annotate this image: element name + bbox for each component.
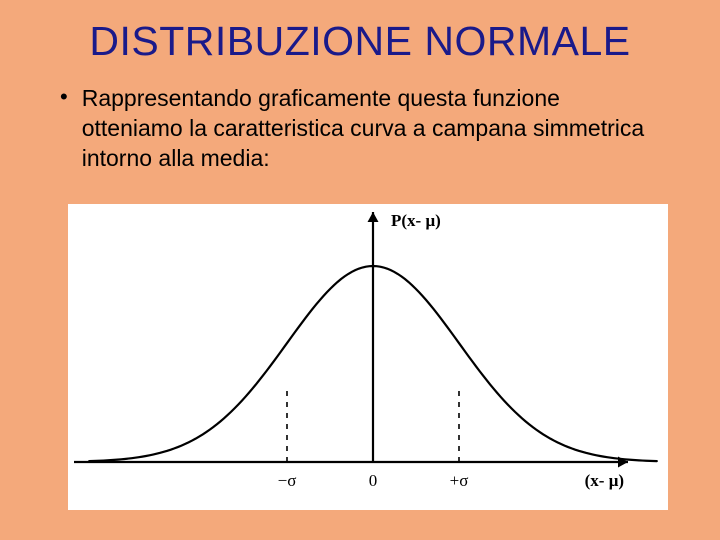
bullet-text: Rappresentando graficamente questa funzi… [82,83,650,173]
bell-curve-chart: −σ 0 +σ P(x- μ) (x- μ) [68,204,668,510]
x-tick-label: +σ [450,471,469,490]
page-title: DISTRIBUZIONE NORMALE [0,0,720,65]
bullet-item: • Rappresentando graficamente questa fun… [60,83,650,173]
x-tick-label: −σ [278,471,297,490]
x-axis-label: (x- μ) [585,471,624,490]
bullet-marker: • [60,83,68,111]
normal-distribution-figure: −σ 0 +σ P(x- μ) (x- μ) [68,204,668,510]
slide: DISTRIBUZIONE NORMALE • Rappresentando g… [0,0,720,540]
y-axis-label: P(x- μ) [391,211,441,230]
x-tick-label: 0 [369,471,378,490]
